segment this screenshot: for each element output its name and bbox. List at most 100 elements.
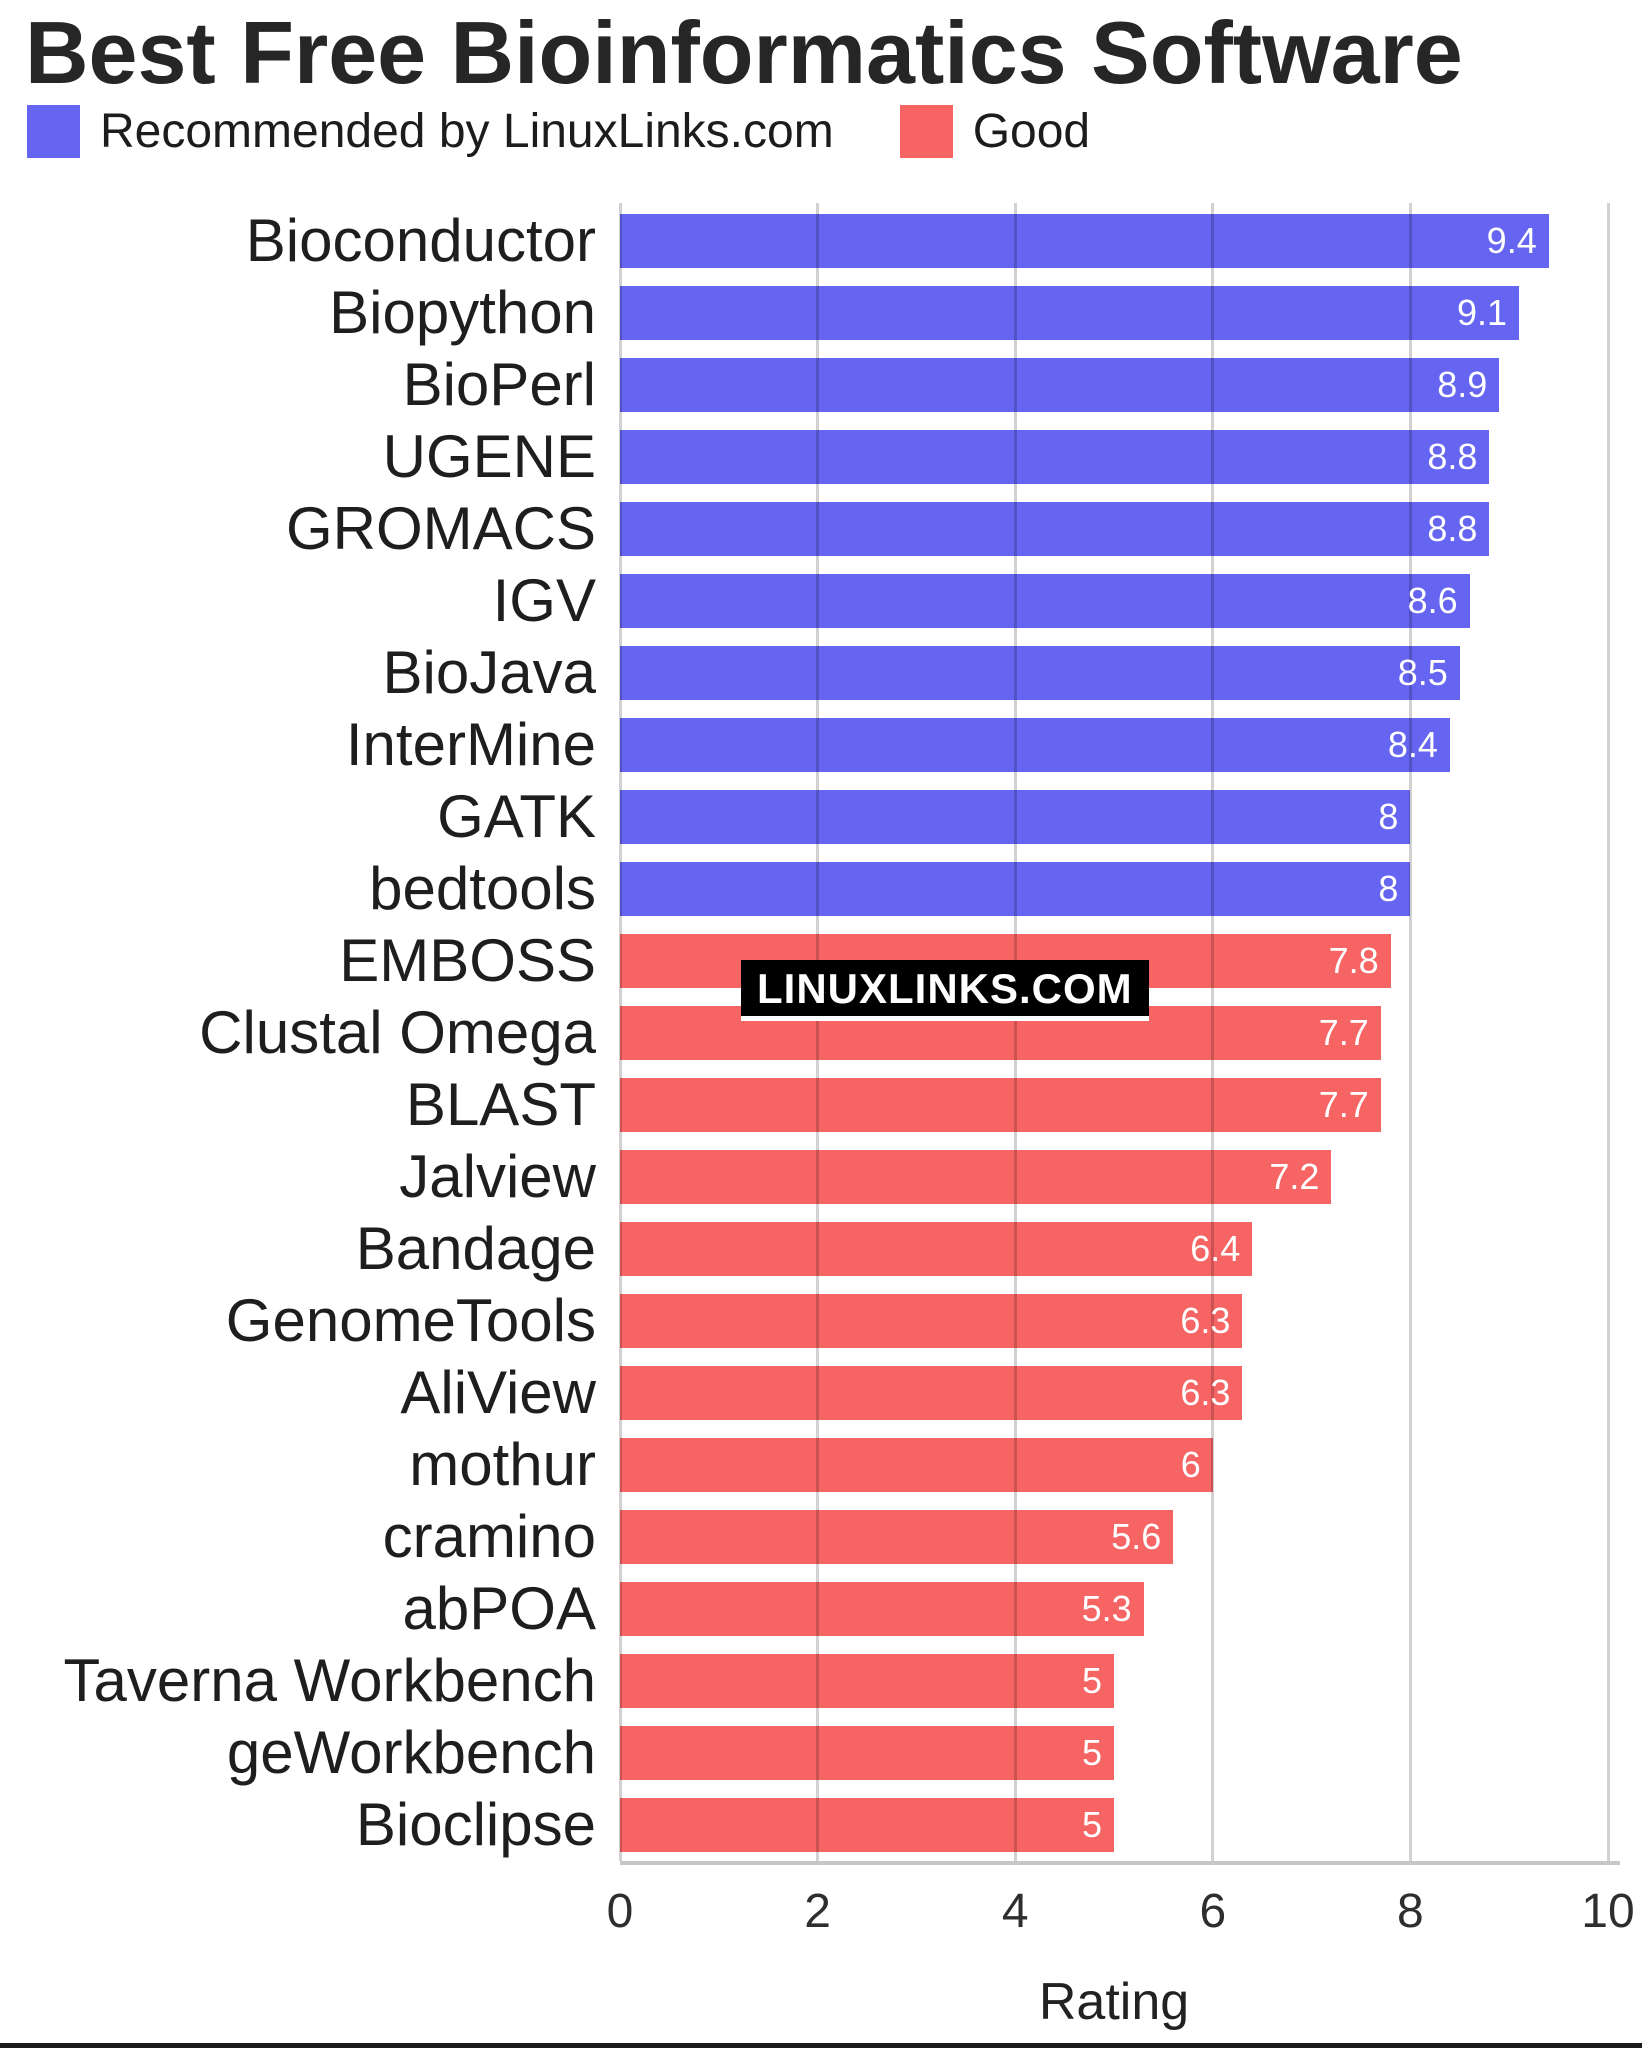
bar-row: cramino 5.6	[0, 1501, 1642, 1573]
bar-row: UGENE 8.8	[0, 421, 1642, 493]
category-label: EMBOSS	[339, 927, 596, 994]
bar-row: mothur 6	[0, 1429, 1642, 1501]
bar-row: BioPerl 8.9	[0, 349, 1642, 421]
bar-track: 8.8	[620, 421, 1608, 493]
legend-entry-good: Good	[899, 104, 1091, 159]
bar-value-label: 8.9	[1437, 364, 1488, 405]
bar-track: 7.2	[620, 1141, 1608, 1213]
bar-value-label: 9.4	[1486, 220, 1537, 261]
bar-rows: Bioconductor 9.4 Biopython 9.1 BioPerl 8.9 UGE…	[0, 205, 1642, 1861]
category-label: Clustal Omega	[199, 999, 596, 1066]
bar-track: 6	[620, 1429, 1608, 1501]
bar-value-label: 5.6	[1111, 1516, 1162, 1557]
rating-bar: 5	[620, 1798, 1114, 1852]
rating-bar: 7.7	[620, 1078, 1381, 1132]
bar-value-label: 8	[1378, 796, 1399, 837]
chart-title: Best Free Bioinformatics Software	[25, 3, 1463, 102]
bar-track: 8	[620, 781, 1608, 853]
rating-bar: 8.6	[620, 574, 1470, 628]
bar-track: 8.8	[620, 493, 1608, 565]
bar-track: 7.7	[620, 1069, 1608, 1141]
bar-value-label: 7.7	[1318, 1084, 1369, 1125]
rating-bar: 9.1	[620, 286, 1520, 340]
category-label: BioPerl	[402, 351, 596, 418]
legend-label-good: Good	[972, 105, 1091, 158]
bar-row: BLAST 7.7	[0, 1069, 1642, 1141]
rating-bar: 8.4	[620, 718, 1450, 772]
rating-bar: 5.3	[620, 1582, 1144, 1636]
bar-row: Jalview 7.2	[0, 1141, 1642, 1213]
bar-value-label: 7.2	[1269, 1156, 1320, 1197]
legend: Recommended by LinuxLinks.com Good	[27, 104, 1090, 159]
rating-bar: 7.2	[620, 1150, 1332, 1204]
category-label: cramino	[382, 1503, 596, 1570]
bar-track: 5	[620, 1789, 1608, 1861]
category-label: BLAST	[405, 1071, 596, 1138]
legend-label-recommended: Recommended by LinuxLinks.com	[100, 105, 834, 158]
bar-track: 6.4	[620, 1213, 1608, 1285]
bar-track: 8	[620, 853, 1608, 925]
bar-value-label: 8.8	[1427, 436, 1478, 477]
rating-bar: 5	[620, 1726, 1114, 1780]
bar-row: bedtools 8	[0, 853, 1642, 925]
rating-bar: 5.6	[620, 1510, 1174, 1564]
x-tick-label: 2	[804, 1885, 831, 1938]
bar-value-label: 8	[1378, 868, 1399, 909]
bar-value-label: 6.3	[1180, 1300, 1231, 1341]
bar-value-label: 8.6	[1407, 580, 1458, 621]
x-axis-ticks: 0 2 4 6 8 10	[607, 1884, 1635, 1944]
x-axis-line	[620, 1861, 1620, 1865]
rating-bar: 8.9	[620, 358, 1500, 412]
legend-entry-recommended: Recommended by LinuxLinks.com	[27, 104, 834, 159]
bar-value-label: 9.1	[1457, 292, 1508, 333]
x-tick-label: 4	[1001, 1885, 1029, 1938]
bar-track: 5	[620, 1645, 1608, 1717]
bar-value-label: 7.8	[1328, 940, 1379, 981]
bar-row: Biopython 9.1	[0, 277, 1642, 349]
category-label: InterMine	[345, 711, 596, 778]
bar-value-label: 6.3	[1180, 1372, 1231, 1413]
category-label: GenomeTools	[225, 1287, 596, 1354]
bar-row: Taverna Workbench 5	[0, 1645, 1642, 1717]
bar-track: 8.9	[620, 349, 1608, 421]
category-label: UGENE	[382, 423, 596, 490]
x-tick-label: 0	[606, 1885, 634, 1938]
legend-swatch-recommended	[27, 105, 80, 158]
rating-bar: 9.4	[620, 214, 1549, 268]
bar-row: BioJava 8.5	[0, 637, 1642, 709]
bar-value-label: 6.4	[1190, 1228, 1241, 1269]
category-label: geWorkbench	[226, 1719, 596, 1786]
rating-bar: 6.3	[620, 1366, 1243, 1420]
category-label: Jalview	[399, 1143, 596, 1210]
bar-value-label: 5	[1081, 1732, 1102, 1773]
category-label: BioJava	[382, 639, 596, 706]
bar-track: 9.4	[620, 205, 1608, 277]
rating-bar: 6	[620, 1438, 1213, 1492]
linuxlinks-watermark: LINUXLINKS.COM	[741, 960, 1149, 1021]
category-label: Biopython	[329, 279, 596, 346]
rating-bar: 8.8	[620, 430, 1490, 484]
bar-value-label: 8.8	[1427, 508, 1478, 549]
bar-row: abPOA 5.3	[0, 1573, 1642, 1645]
rating-bar: 8.8	[620, 502, 1490, 556]
bar-row: GROMACS 8.8	[0, 493, 1642, 565]
bar-row: AliView 6.3	[0, 1357, 1642, 1429]
bar-value-label: 7.7	[1318, 1012, 1369, 1053]
category-label: Bandage	[355, 1215, 596, 1282]
bar-row: geWorkbench 5	[0, 1717, 1642, 1789]
bar-row: IGV 8.6	[0, 565, 1642, 637]
category-label: mothur	[409, 1431, 596, 1498]
bar-row: Bioconductor 9.4	[0, 205, 1642, 277]
x-tick-label: 8	[1397, 1885, 1424, 1938]
bar-row: GATK 8	[0, 781, 1642, 853]
rating-bar: 6.4	[620, 1222, 1253, 1276]
bar-value-label: 5.3	[1081, 1588, 1132, 1629]
legend-swatch-good	[899, 105, 953, 158]
bar-value-label: 5	[1081, 1804, 1102, 1845]
bar-value-label: 5	[1081, 1660, 1102, 1701]
rating-bar: 8	[620, 790, 1411, 844]
bar-track: 6.3	[620, 1285, 1608, 1357]
bar-track: 9.1	[620, 277, 1608, 349]
x-axis-title: Rating	[1038, 1973, 1190, 2031]
bar-value-label: 8.4	[1387, 724, 1438, 765]
